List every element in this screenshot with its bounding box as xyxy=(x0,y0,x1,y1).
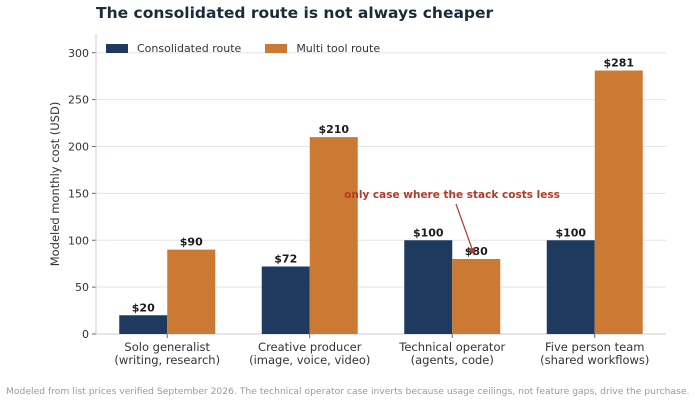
annotation-text: only case where the stack costs less xyxy=(344,189,560,201)
y-axis-label: Modeled monthly cost (USD) xyxy=(48,102,62,267)
x-tick-label-1-0: Creative producer xyxy=(258,340,362,354)
x-tick-label-3-1: (shared workflows) xyxy=(540,353,649,367)
annotation-arrow-head xyxy=(468,247,476,255)
x-tick-label-0-1: (writing, research) xyxy=(114,353,220,367)
x-tick-label-3-0: Five person team xyxy=(545,340,644,354)
data-label-multi-tool-0: $90 xyxy=(180,236,203,249)
y-tick-label-2: 100 xyxy=(68,234,89,247)
y-tick-label-3: 150 xyxy=(68,187,89,200)
y-tick-label-1: 50 xyxy=(75,281,89,294)
footnote: Modeled from list prices verified Septem… xyxy=(6,386,690,397)
x-tick-label-2-1: (agents, code) xyxy=(411,353,494,367)
bar-multi-tool-2 xyxy=(452,259,501,334)
data-label-multi-tool-3: $281 xyxy=(603,57,634,70)
y-tick-label-5: 250 xyxy=(68,94,89,107)
data-label-consolidated-3: $100 xyxy=(555,226,586,239)
annotation-arrow-line xyxy=(455,203,475,256)
x-tick-label-2-0: Technical operator xyxy=(398,340,505,354)
chart-title: The consolidated route is not always che… xyxy=(96,4,494,22)
bar-multi-tool-1 xyxy=(309,137,358,334)
bar-consolidated-3 xyxy=(546,240,595,334)
legend-swatch-multi-tool xyxy=(265,44,288,53)
data-label-consolidated-0: $20 xyxy=(132,301,155,314)
data-label-consolidated-1: $72 xyxy=(274,253,297,266)
y-tick-label-4: 200 xyxy=(68,141,89,154)
legend-label-multi-tool: Multi tool route xyxy=(296,42,381,55)
data-label-consolidated-2: $100 xyxy=(413,226,444,239)
legend-swatch-consolidated xyxy=(106,44,128,53)
legend: Consolidated route Multi tool route xyxy=(106,42,404,55)
legend-label-consolidated: Consolidated route xyxy=(137,42,242,55)
bar-consolidated-1 xyxy=(261,266,310,334)
bar-multi-tool-3 xyxy=(594,70,643,334)
bar-consolidated-0 xyxy=(119,315,168,334)
y-tick-label-0: 0 xyxy=(82,328,89,341)
y-tick-label-6: 300 xyxy=(68,47,89,60)
bar-multi-tool-0 xyxy=(167,249,216,334)
legend-item-multi-tool: Multi tool route xyxy=(265,42,380,55)
legend-item-consolidated: Consolidated route xyxy=(106,42,241,55)
data-label-multi-tool-1: $210 xyxy=(318,123,349,136)
x-tick-label-1-1: (image, voice, video) xyxy=(249,353,370,367)
data-label-multi-tool-2: $80 xyxy=(465,245,488,258)
bar-consolidated-2 xyxy=(404,240,453,334)
x-tick-label-0-0: Solo generalist xyxy=(124,340,210,354)
